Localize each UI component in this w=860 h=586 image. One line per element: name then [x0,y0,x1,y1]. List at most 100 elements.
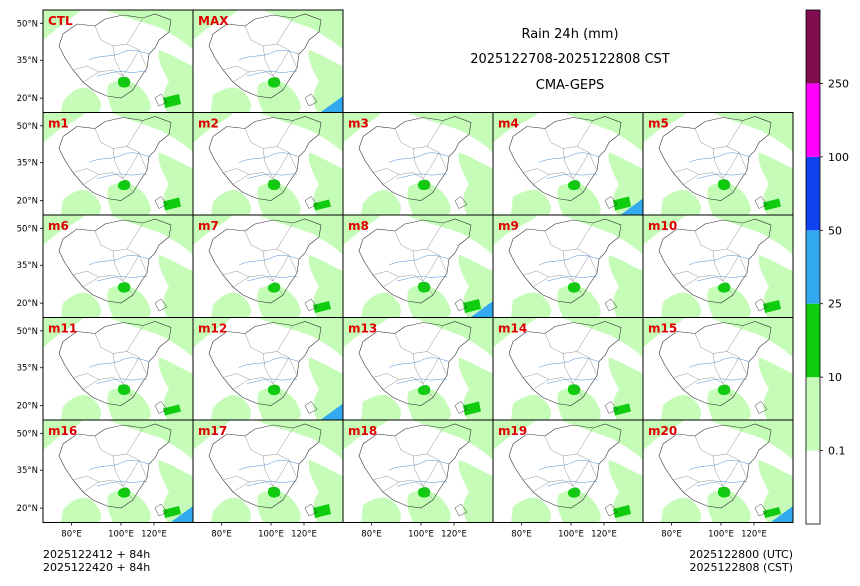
river [546,276,598,282]
lon-tick-label: 80°E [361,530,381,540]
province-border [112,148,124,179]
province-border [262,455,274,487]
rain-area-south [557,182,601,215]
rain-area-south [107,182,151,215]
river [388,152,450,163]
rain-area-south [107,387,151,420]
rain-area-south [407,490,451,522]
rain-area-east [458,357,493,420]
province-border [694,435,748,479]
map-panel-body [43,10,193,112]
rain-core-east [163,94,181,108]
rain-area-nw [43,215,85,245]
province-border [244,333,298,376]
river [688,460,750,471]
river [238,460,300,471]
rain-area-sw [61,497,101,522]
rain-area-south [707,387,751,420]
rain-area-east [308,50,343,112]
colorbar: 0.1 10 25 50 100 250 [805,9,849,525]
rain-area-nw [493,420,536,450]
province-border [94,333,148,376]
rain-core-pacific [471,301,493,317]
province-border [522,168,550,175]
valid-time-cst: 2025122808 (CST) [689,561,793,574]
province-border [412,455,424,487]
rain-core-east [613,403,631,416]
rain-area-south [557,387,601,420]
rain-area-east [608,152,643,215]
river [546,378,598,384]
rain-area-nw [193,215,233,245]
province-border [262,250,274,282]
island-outline [604,298,618,312]
rain-area-north [562,215,643,255]
rain-core-east [613,196,631,211]
rain-core-south [717,179,731,191]
province-border [562,455,574,487]
rain-area-nw [643,215,686,245]
river [246,481,298,487]
rain-core-south [267,384,281,396]
river [96,173,148,179]
map-panel-body [643,420,793,522]
province-border [544,435,598,479]
province-border [72,373,100,380]
river [238,357,300,368]
rain-area-east [758,357,793,420]
river [396,481,448,487]
province-border [394,230,448,274]
panel-label: m11 [48,322,77,336]
map-panel-m18: m18 [342,419,494,523]
island-outline [754,401,768,414]
map-panel-body [193,10,343,112]
lon-tick-label: 80°E [211,530,231,540]
river [388,255,450,266]
province-border [544,230,598,274]
river [696,276,748,282]
lat-tick-label: 50°N [17,19,38,29]
province-border [726,120,744,147]
map-panel-m10: m10 [642,214,794,318]
province-border [276,120,294,147]
province-border [412,148,424,179]
panel-grid: CTL MAX m1 m2 m3 m4 m5 m6 m7 m8 m9 m10 m11 m12 m13 m14 m… [42,9,794,523]
river [246,71,298,77]
river [388,460,450,471]
river [246,378,298,384]
map-panel-body [643,112,793,215]
river [88,152,150,163]
rain-area-north [412,420,493,460]
rain-core-east [313,504,331,518]
river [96,481,148,487]
province-border [82,69,134,91]
province-border [222,65,250,73]
panel-label: m3 [348,117,369,131]
rain-area-nw [343,317,389,348]
province-border [694,128,748,171]
province-border [576,120,594,147]
lon-tick-label: 120°E [741,530,767,540]
panel-label: m16 [48,424,77,438]
map-panel-m9: m9 [492,214,644,318]
colorbar-segment [806,450,820,524]
rain-core-south [117,76,131,88]
province-border [672,475,700,483]
province-border [532,377,584,398]
province-border [126,325,144,352]
province-border [82,172,134,193]
map-panel-m20: m20 [642,419,794,523]
rain-core-east [463,299,481,313]
province-border [262,353,274,384]
province-border [576,222,594,250]
rain-core-south [717,486,731,498]
province-border [672,168,700,175]
rain-area-sw [211,87,251,112]
rain-area-north [109,215,193,255]
river [88,50,150,61]
river [688,255,750,266]
island-outline [154,503,168,517]
river [88,255,150,266]
map-panel-body [193,317,343,420]
rain-core-east [763,198,781,211]
